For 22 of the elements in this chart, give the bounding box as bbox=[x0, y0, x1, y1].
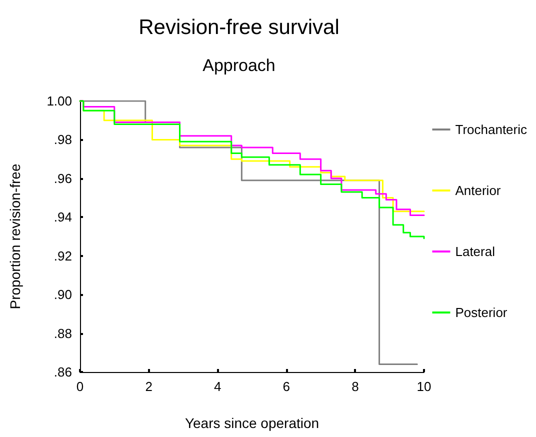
legend-label: Posterior bbox=[455, 305, 508, 320]
x-tick-label: 4 bbox=[214, 379, 222, 394]
y-tick-label: 1.00 bbox=[46, 94, 72, 108]
x-tick-label: 10 bbox=[416, 379, 432, 394]
y-tick-label: .94 bbox=[54, 210, 72, 225]
legend-label: Lateral bbox=[455, 244, 496, 259]
y-tick-label: .88 bbox=[54, 326, 72, 341]
y-tick-label: .90 bbox=[54, 287, 72, 302]
x-tick-label: 8 bbox=[352, 379, 359, 394]
y-axis-title: Proportion revision-free bbox=[7, 164, 23, 310]
y-tick-label: .96 bbox=[54, 170, 72, 186]
x-tick-label: 2 bbox=[145, 379, 152, 394]
y-tick-label: .92 bbox=[54, 248, 72, 264]
y-tick-label: .86 bbox=[54, 364, 72, 380]
x-axis-title: Years since operation bbox=[184, 415, 320, 431]
chart-title: Revision-free survival bbox=[138, 16, 340, 39]
y-tick-label: .98 bbox=[54, 132, 72, 148]
legend-label: Anterior bbox=[455, 183, 502, 198]
legend-label: Trochanteric bbox=[455, 122, 528, 137]
chart-subtitle: Approach bbox=[202, 56, 276, 75]
x-tick-label: 0 bbox=[76, 379, 84, 394]
x-tick-label: 6 bbox=[282, 379, 290, 394]
